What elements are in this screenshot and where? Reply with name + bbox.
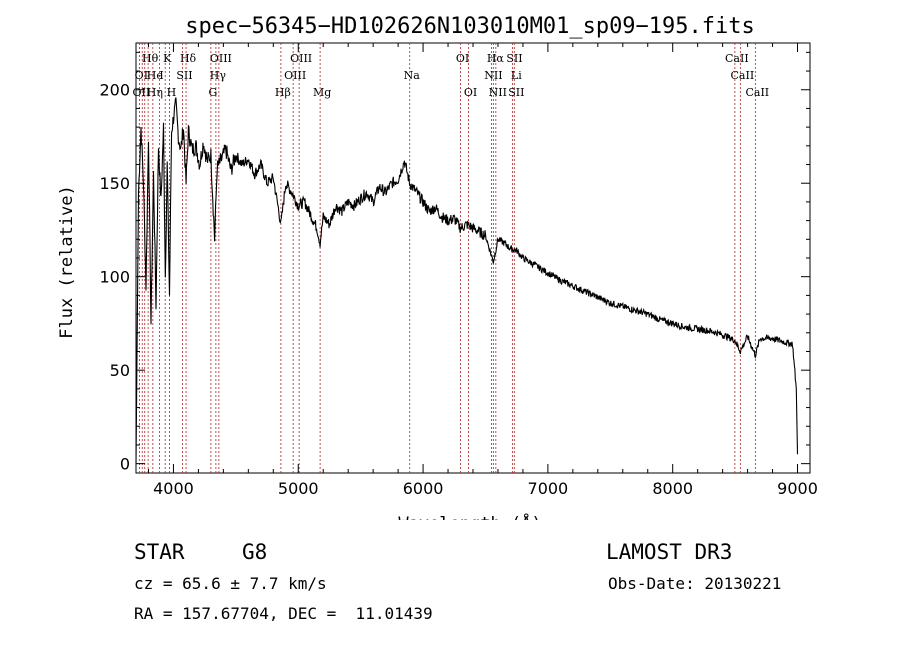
marker-label-24: Mg	[313, 86, 331, 99]
y-axis-ticks: 0 50 100 150 200	[99, 51, 810, 474]
x-tick-label-0: 4000	[153, 479, 194, 498]
flux-series-line	[135, 97, 799, 464]
marker-label-26: NII	[489, 86, 507, 99]
object-class: STAR	[134, 540, 185, 564]
marker-label-7: SII	[506, 52, 522, 65]
chart-title: spec−56345−HD102626N103010M01_sp09−195.f…	[185, 14, 755, 39]
survey-label: LAMOST DR3	[606, 540, 733, 564]
marker-label-4: OIII	[290, 52, 312, 65]
y-axis-label: Flux (relative)	[57, 185, 77, 339]
marker-label-23: Hβ	[275, 86, 291, 99]
observation-date: Obs-Date: 20130221	[608, 574, 782, 593]
marker-label-14: OIII	[284, 69, 306, 82]
y-tick-label-4: 200	[99, 81, 130, 100]
marker-label-8: CaII	[725, 52, 749, 65]
marker-label-27: SII	[508, 86, 524, 99]
spectrum-chart: spec−56345−HD102626N103010M01_sp09−195.f…	[57, 14, 818, 520]
object-subclass: G8	[242, 540, 268, 564]
marker-label-21: H	[167, 86, 177, 99]
marker-label-12: SII	[176, 69, 192, 82]
marker-label-18: CaII	[731, 69, 755, 82]
x-axis-ticks: 4000 5000 6000 7000 8000 9000	[147, 43, 818, 498]
marker-label-1: K	[163, 52, 172, 65]
coordinates: RA = 157.67704, DEC = 11.01439	[134, 604, 433, 623]
marker-label-22: G	[208, 86, 217, 99]
y-tick-label-1: 50	[110, 361, 130, 380]
x-tick-label-3: 7000	[528, 479, 569, 498]
marker-label-9: OI	[135, 69, 148, 82]
marker-label-3: OIII	[210, 52, 232, 65]
marker-label-11: I	[159, 69, 163, 82]
y-tick-label-3: 150	[99, 174, 130, 193]
marker-label-28: CaII	[745, 86, 769, 99]
y-tick-label-2: 100	[99, 268, 130, 287]
x-tick-label-2: 6000	[403, 479, 444, 498]
redshift-value: cz = 65.6 ± 7.7 km/s	[134, 574, 327, 593]
marker-label-17: Li	[511, 69, 522, 82]
x-axis-label: Wavelength (Å)	[398, 512, 541, 520]
marker-label-0: Hθ	[142, 52, 159, 65]
plot-frame	[135, 42, 811, 474]
x-tick-label-5: 9000	[777, 479, 818, 498]
marker-label-6: Hα	[487, 52, 505, 65]
marker-label-15: Na	[404, 69, 421, 82]
x-tick-label-1: 5000	[278, 479, 319, 498]
marker-label-10: He	[147, 69, 163, 82]
marker-label-5: OI	[456, 52, 469, 65]
emission-line-markers	[138, 43, 756, 473]
x-tick-label-4: 8000	[652, 479, 693, 498]
marker-label-20: Hη	[147, 86, 163, 99]
marker-label-2: Hδ	[180, 52, 197, 65]
marker-label-13: Hγ	[210, 69, 227, 82]
y-tick-label-0: 0	[120, 455, 130, 474]
marker-label-16: NII	[484, 69, 502, 82]
marker-label-25: OI	[464, 86, 477, 99]
